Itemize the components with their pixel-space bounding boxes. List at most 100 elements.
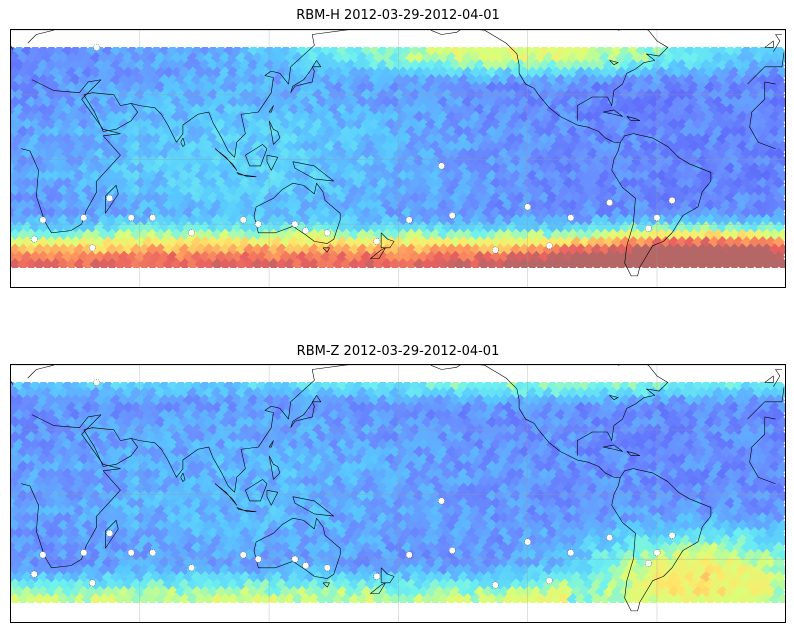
heatmap-cell-1546 bbox=[85, 162, 99, 175]
heatmap-cell-1643 bbox=[97, 504, 111, 518]
heatmap-cell-953 bbox=[728, 110, 741, 124]
heatmap-cell-1914 bbox=[736, 184, 749, 197]
heatmap-cell-505 bbox=[210, 81, 224, 94]
heatmap-cell-1112 bbox=[461, 460, 475, 473]
heatmap-cell-288 bbox=[11, 66, 22, 80]
heatmap-cell-950 bbox=[703, 110, 717, 124]
heatmap-cell-2696 bbox=[69, 250, 82, 264]
heatmap-cell-1100 bbox=[364, 460, 378, 473]
heatmap-cell-1870 bbox=[380, 184, 394, 197]
heatmap-cell-513 bbox=[275, 81, 289, 94]
heatmap-cell-52 bbox=[425, 379, 438, 392]
heatmap-cell-2830 bbox=[380, 258, 394, 271]
heatmap-cell-848 bbox=[651, 438, 664, 451]
heatmap-cell-1911 bbox=[711, 184, 725, 197]
heatmap-cell-2724 bbox=[295, 250, 309, 264]
heatmap-cell-1037 bbox=[627, 453, 640, 466]
heatmap-cell-1712 bbox=[655, 504, 669, 518]
heatmap-cell-1893 bbox=[566, 184, 580, 197]
heatmap-cell-119 bbox=[194, 51, 208, 65]
heatmap-cell-546 bbox=[542, 416, 555, 429]
heatmap-cell-2682 bbox=[736, 243, 749, 256]
heatmap-cell-758 bbox=[703, 95, 717, 109]
heatmap-cell-941 bbox=[631, 110, 644, 124]
heatmap-cell-3 bbox=[28, 379, 42, 392]
heatmap-cell-756 bbox=[687, 95, 701, 109]
heatmap-cell-2841 bbox=[469, 258, 483, 271]
heatmap-cell-157 bbox=[501, 51, 515, 65]
heatmap-cell-1722 bbox=[736, 169, 749, 183]
heatmap-cell-1116 bbox=[493, 125, 507, 138]
heatmap-cell-1229 bbox=[627, 132, 640, 146]
heatmap-cell-2282 bbox=[606, 213, 620, 227]
heatmap-cell-1436 bbox=[748, 482, 761, 496]
heatmap-cell-1426 bbox=[667, 147, 681, 161]
heatmap-cell-1097 bbox=[340, 460, 353, 473]
heatmap-cell-141 bbox=[372, 51, 386, 65]
heatmap-cell-82 bbox=[667, 379, 681, 392]
heatmap-cell-2579 bbox=[675, 235, 689, 249]
heatmap-cell-970 bbox=[85, 118, 99, 131]
heatmap-cell-1323 bbox=[614, 140, 628, 153]
heatmap-cell-1216 bbox=[522, 467, 535, 481]
heatmap-cell-1655 bbox=[194, 504, 208, 518]
heatmap-cell-1460 bbox=[170, 489, 184, 503]
heatmap-cell-1482 bbox=[348, 489, 361, 503]
heatmap-cell-1535 bbox=[776, 154, 785, 168]
heatmap-cell-104 bbox=[73, 51, 87, 65]
heatmap-cell-2021 bbox=[49, 199, 62, 212]
heatmap-cell-1648 bbox=[138, 504, 151, 518]
heatmap-cell-20 bbox=[166, 379, 179, 392]
heatmap-cell-2819 bbox=[291, 258, 305, 271]
heatmap-cell-2792 bbox=[73, 258, 87, 271]
heatmap-cell-755 bbox=[679, 430, 693, 444]
heatmap-cell-2649 bbox=[469, 243, 483, 256]
heatmap-cell-2675 bbox=[679, 243, 693, 256]
heatmap-cell-764 bbox=[752, 95, 766, 109]
heatmap-cell-167 bbox=[582, 51, 596, 65]
heatmap-cell-1043 bbox=[675, 453, 689, 466]
heatmap-cell-1241 bbox=[724, 467, 737, 481]
heatmap-cell-1851 bbox=[226, 519, 240, 532]
heatmap-cell-1719 bbox=[711, 504, 725, 518]
heatmap-cell-1526 bbox=[703, 154, 717, 168]
heatmap-cell-366 bbox=[639, 401, 652, 415]
heatmap-cell-2520 bbox=[198, 235, 212, 249]
heatmap-cell-1810 bbox=[667, 512, 681, 525]
heatmap-cell-467 bbox=[675, 408, 689, 422]
heatmap-cell-2318 bbox=[117, 221, 131, 234]
heatmap-cell-1039 bbox=[643, 118, 656, 131]
heatmap-cell-1832 bbox=[73, 184, 87, 197]
heatmap-cell-1709 bbox=[631, 169, 644, 183]
heatmap-cell-2087 bbox=[582, 199, 596, 212]
heatmap-cell-2377 bbox=[594, 221, 608, 234]
heatmap-cell-2041 bbox=[210, 199, 224, 212]
heatmap-cell-1241 bbox=[724, 132, 737, 146]
heatmap-cell-36 bbox=[295, 379, 309, 392]
heatmap-cell-2011 bbox=[740, 191, 753, 205]
heatmap-cell-16 bbox=[134, 379, 147, 392]
heatmap-cell-1146 bbox=[736, 460, 749, 473]
heatmap-cell-1640 bbox=[73, 504, 87, 518]
heatmap-cell-1927 bbox=[61, 191, 74, 205]
heatmap-cell-1869 bbox=[372, 519, 386, 532]
heatmap-cell-123 bbox=[226, 51, 240, 65]
heatmap-cell-1811 bbox=[675, 177, 689, 190]
heatmap-cell-1337 bbox=[728, 140, 741, 153]
heatmap-cell-1470 bbox=[251, 154, 264, 168]
heatmap-cell-88 bbox=[716, 44, 729, 57]
heatmap-cell-101 bbox=[49, 51, 62, 65]
heatmap-cell-1833 bbox=[81, 184, 95, 197]
heatmap-cell-372 bbox=[687, 66, 701, 80]
heatmap-cell-1319 bbox=[582, 475, 596, 488]
heatmap-cell-2731 bbox=[352, 250, 365, 264]
heatmap-cell-2855 bbox=[582, 258, 596, 271]
heatmap-cell-1260 bbox=[105, 475, 119, 488]
heatmap-cell-2768 bbox=[651, 250, 664, 264]
heatmap-cell-1884 bbox=[493, 519, 507, 532]
heatmap-cell-1468 bbox=[235, 154, 248, 168]
heatmap-cell-1424 bbox=[651, 147, 664, 161]
heatmap-cell-1027 bbox=[546, 453, 559, 466]
heatmap-cell-1125 bbox=[566, 125, 580, 138]
heatmap-cell-1638 bbox=[57, 504, 70, 518]
